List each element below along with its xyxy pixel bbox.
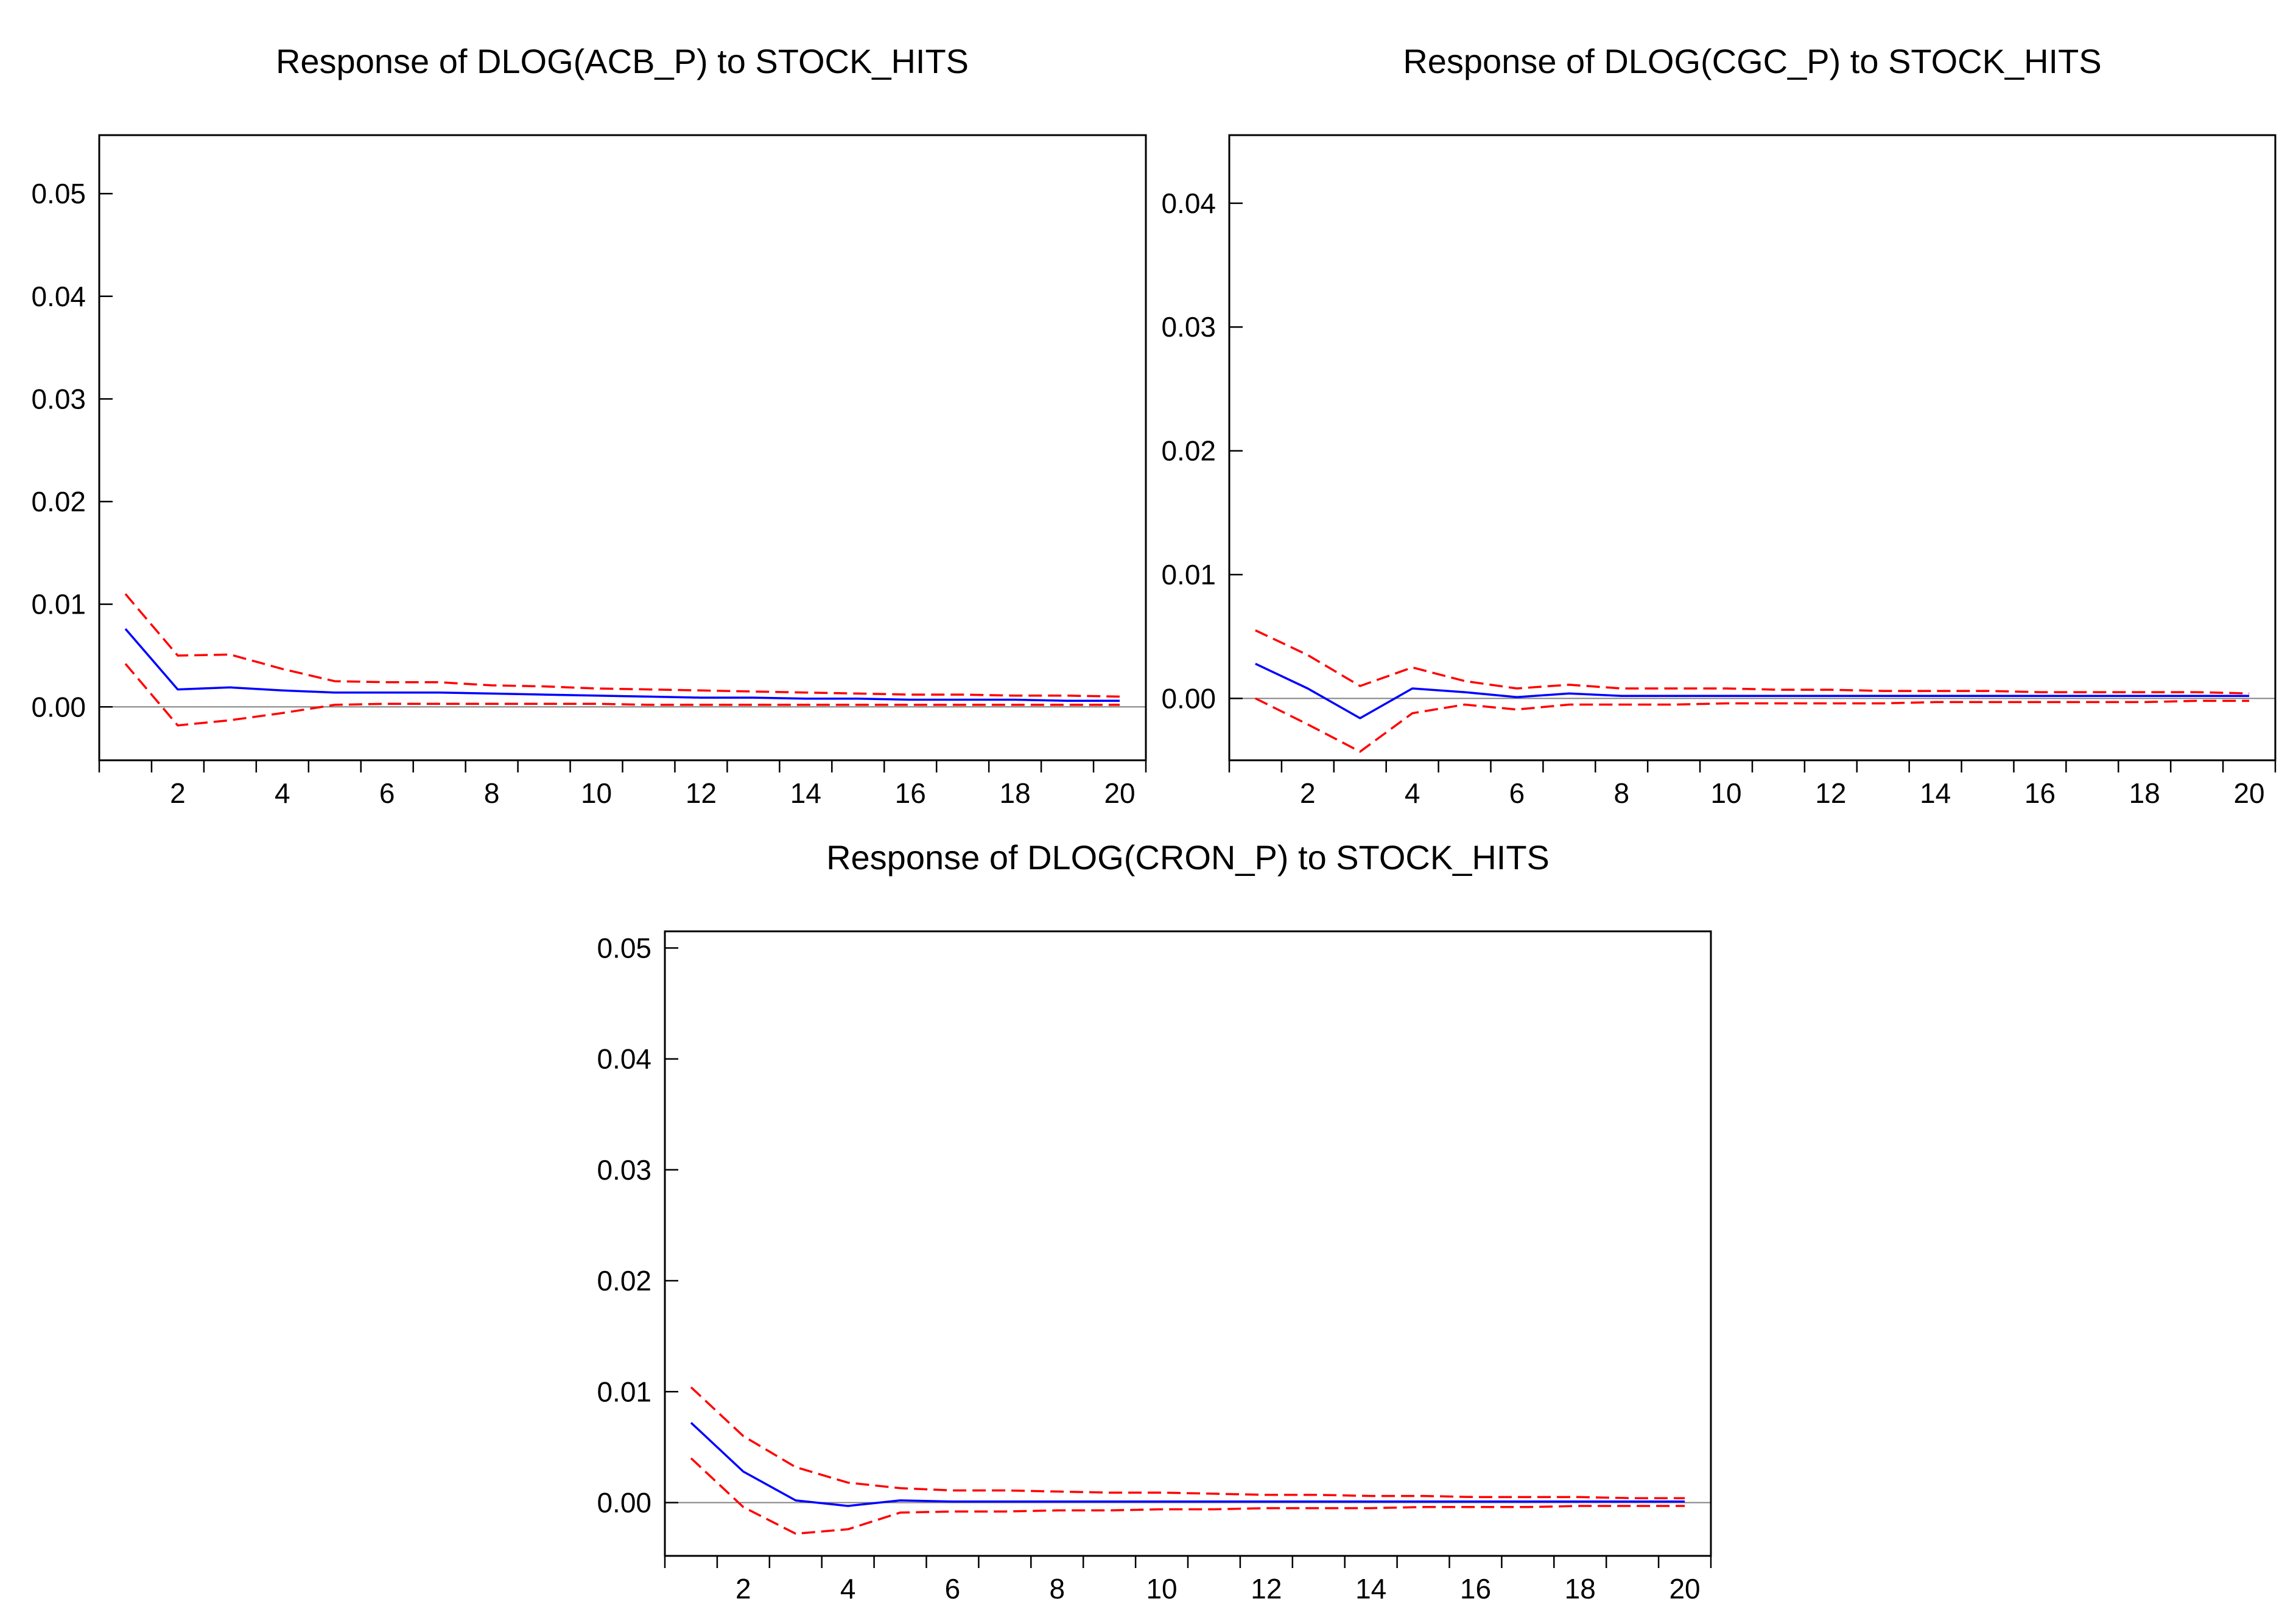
chart-title: Response of DLOG(ACB_P) to STOCK_HITS — [276, 42, 969, 80]
x-tick-label: 8 — [1613, 777, 1629, 809]
chart-panel-2: Response of DLOG(CGC_P) to STOCK_HITS 0.0… — [1161, 42, 2277, 809]
x-tick-label: 2 — [735, 1573, 751, 1605]
x-tick-label: 14 — [1355, 1573, 1386, 1605]
x-tick-label: 16 — [1460, 1573, 1491, 1605]
series-line-response — [124, 628, 1120, 702]
chart-title: Response of DLOG(CGC_P) to STOCK_HITS — [1403, 42, 2101, 80]
series-line-lower-band — [124, 663, 1120, 727]
x-tick-label: 8 — [484, 777, 500, 809]
x-tick-label: 14 — [790, 777, 821, 809]
x-tick-label: 10 — [1146, 1573, 1177, 1605]
y-tick-label: 0.03 — [1161, 311, 1216, 343]
y-tick-label: 0.01 — [597, 1376, 651, 1407]
x-tick-label: 12 — [1815, 777, 1846, 809]
x-tick-label: 6 — [379, 777, 395, 809]
plot-frame — [664, 930, 1712, 1557]
x-tick-label: 6 — [945, 1573, 961, 1605]
y-tick-label: 0.02 — [1161, 435, 1216, 467]
y-tick-label: 0.01 — [31, 589, 86, 620]
plot-frame — [1228, 134, 2277, 761]
y-tick-label: 0.04 — [1161, 187, 1216, 219]
plot-frame — [98, 134, 1147, 761]
x-tick-label: 14 — [1920, 777, 1951, 809]
x-tick-label: 10 — [581, 777, 612, 809]
x-tick-label: 18 — [1565, 1573, 1596, 1605]
x-tick-label: 10 — [1710, 777, 1741, 809]
y-tick-label: 0.00 — [597, 1487, 651, 1519]
chart-panel-1: Response of DLOG(ACB_P) to STOCK_HITS 0.0… — [31, 42, 1147, 809]
x-tick-label: 20 — [2233, 777, 2264, 809]
x-tick-label: 2 — [1300, 777, 1316, 809]
y-tick-label: 0.00 — [31, 691, 86, 723]
y-tick-label: 0.01 — [1161, 559, 1216, 590]
y-tick-label: 0.04 — [597, 1043, 651, 1075]
y-tick-label: 0.02 — [31, 486, 86, 517]
x-tick-label: 18 — [1000, 777, 1031, 809]
x-tick-label: 12 — [686, 777, 717, 809]
y-tick-label: 0.03 — [31, 383, 86, 415]
y-tick-label: 0.05 — [597, 932, 651, 964]
x-tick-label: 8 — [1049, 1573, 1065, 1605]
series-line-upper-band — [124, 593, 1120, 698]
x-tick-label: 20 — [1669, 1573, 1700, 1605]
y-tick-label: 0.02 — [597, 1265, 651, 1297]
x-tick-label: 4 — [275, 777, 290, 809]
x-tick-label: 18 — [2129, 777, 2160, 809]
x-tick-label: 16 — [895, 777, 926, 809]
y-tick-label: 0.05 — [31, 178, 86, 209]
x-tick-label: 12 — [1251, 1573, 1282, 1605]
series-line-upper-band — [1255, 629, 2250, 695]
series-line-response — [690, 1422, 1685, 1507]
x-tick-label: 16 — [2024, 777, 2056, 809]
y-tick-label: 0.03 — [597, 1154, 651, 1186]
x-tick-label: 2 — [170, 777, 186, 809]
x-tick-label: 20 — [1104, 777, 1135, 809]
y-tick-label: 0.04 — [31, 281, 86, 312]
x-tick-label: 4 — [1405, 777, 1420, 809]
chart-panel-3: Response of DLOG(CRON_P) to STOCK_HITS 0.… — [597, 838, 1712, 1605]
x-tick-label: 4 — [840, 1573, 856, 1605]
chart-title: Response of DLOG(CRON_P) to STOCK_HITS — [826, 838, 1550, 877]
x-tick-label: 6 — [1509, 777, 1525, 809]
series-line-upper-band — [690, 1386, 1685, 1499]
series-line-response — [1255, 662, 2250, 719]
y-tick-label: 0.00 — [1161, 682, 1216, 714]
